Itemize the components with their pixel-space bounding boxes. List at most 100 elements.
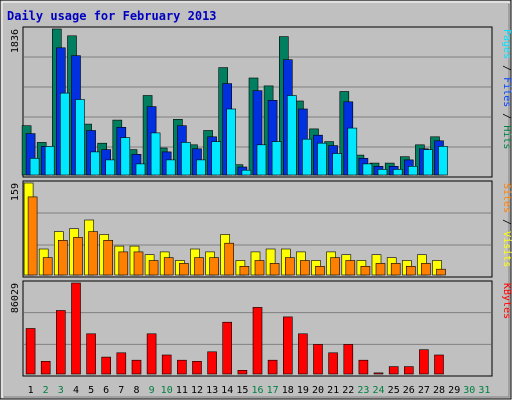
- panel-visits-sites: 159 Sites / Visits: [10, 180, 512, 278]
- bar-sites-day-6: [103, 240, 113, 276]
- bar-kbytes-day-3: [55, 310, 66, 375]
- bar-sites-day-25: [390, 263, 401, 276]
- bar-pages-day-13: [211, 141, 221, 176]
- bar-sites-day-27: [421, 263, 431, 276]
- y-max-label: 159: [10, 183, 21, 201]
- x-tick-label-3: 3: [58, 385, 64, 396]
- bar-pages-day-21: [332, 153, 342, 176]
- bar-pages-day-1: [29, 158, 40, 176]
- x-tick-label-27: 27: [418, 385, 430, 396]
- bar-pages-day-3: [59, 92, 70, 176]
- bar-sites-day-5: [88, 231, 98, 276]
- bar-sites-day-12: [194, 257, 204, 276]
- bar-sites-day-1: [27, 196, 38, 276]
- bar-kbytes-day-19: [298, 333, 308, 375]
- bar-pages-day-27: [423, 149, 433, 176]
- bar-kbytes-day-25: [388, 366, 399, 375]
- series-pages: [29, 92, 448, 176]
- bar-kbytes-day-10: [161, 354, 172, 375]
- legend-entry: Pages: [501, 29, 512, 59]
- bar-kbytes-day-24: [373, 372, 384, 375]
- x-tick-label-12: 12: [191, 385, 203, 396]
- bar-kbytes-day-4: [71, 282, 81, 375]
- bar-kbytes-day-11: [177, 359, 187, 375]
- x-tick-label-16: 16: [251, 385, 263, 396]
- x-tick-label-23: 23: [357, 385, 369, 396]
- x-tick-label-21: 21: [327, 385, 339, 396]
- bar-pages-day-16: [256, 144, 267, 176]
- bar-pages-day-18: [286, 95, 297, 176]
- x-tick-label-2: 2: [43, 385, 49, 396]
- bar-kbytes-day-28: [434, 354, 444, 375]
- panel-hits-files-pages: 1836 Pages / Files / Hits: [10, 26, 512, 178]
- x-tick-label-14: 14: [221, 385, 233, 396]
- bar-kbytes-day-5: [86, 333, 96, 375]
- bar-sites-day-20: [315, 265, 325, 276]
- bar-pages-day-12: [196, 159, 206, 176]
- bar-kbytes-day-14: [222, 321, 232, 375]
- bar-kbytes-day-21: [328, 352, 338, 375]
- legend-hits-files-pages: Pages / Files / Hits: [501, 29, 512, 149]
- bar-kbytes-day-16: [252, 307, 263, 375]
- bar-pages-day-15: [241, 169, 252, 176]
- x-tick-label-25: 25: [388, 385, 400, 396]
- bar-pages-day-24: [377, 169, 388, 176]
- bar-pages-day-9: [150, 132, 161, 176]
- x-tick-label-24: 24: [372, 385, 384, 396]
- x-tick-label-15: 15: [236, 385, 248, 396]
- bar-pages-day-5: [90, 151, 100, 176]
- x-tick-label-22: 22: [342, 385, 354, 396]
- legend-entry: KBytes: [501, 283, 512, 319]
- bar-pages-day-4: [75, 99, 85, 176]
- x-tick-label-11: 11: [176, 385, 188, 396]
- legend-entry: Hits: [501, 125, 512, 149]
- bar-kbytes-day-23: [358, 359, 369, 375]
- x-axis-labels: 1 2 3 4 5 6 7 8 9 10 11 12 13 14 15 16 17 18 19 20 21 22 23 24 2…: [28, 385, 491, 396]
- x-tick-label-8: 8: [133, 385, 139, 396]
- x-tick-label-30: 30: [463, 385, 475, 396]
- x-tick-label-19: 19: [297, 385, 309, 396]
- legend-entry: Files: [501, 77, 512, 107]
- bar-sites-day-14: [224, 242, 234, 276]
- x-tick-label-1: 1: [28, 385, 34, 396]
- bar-kbytes-day-20: [313, 344, 323, 375]
- legend-kbytes: KBytes: [501, 283, 512, 319]
- x-tick-label-20: 20: [312, 385, 324, 396]
- bar-kbytes-day-27: [419, 349, 429, 375]
- legend-entry: Sites: [501, 183, 512, 213]
- bar-kbytes-day-13: [207, 351, 217, 375]
- legend-entry: /: [501, 59, 512, 77]
- bar-kbytes-day-22: [343, 344, 354, 375]
- x-tick-label-29: 29: [448, 385, 460, 396]
- x-tick-label-9: 9: [149, 385, 155, 396]
- x-tick-label-4: 4: [73, 385, 79, 396]
- bar-kbytes-day-15: [237, 369, 248, 375]
- bar-sites-day-16: [254, 260, 265, 276]
- bar-sites-day-2: [42, 257, 53, 276]
- bar-pages-day-22: [347, 127, 358, 176]
- bar-sites-day-19: [300, 260, 310, 276]
- x-tick-label-26: 26: [403, 385, 415, 396]
- bar-sites-day-13: [209, 257, 219, 276]
- bar-pages-day-28: [438, 146, 448, 176]
- x-tick-label-10: 10: [161, 385, 173, 396]
- x-tick-label-31: 31: [478, 385, 490, 396]
- bar-sites-day-15: [239, 265, 250, 276]
- y-max-label: 86029: [10, 283, 21, 313]
- panel-kbytes: 86029 KBytes: [10, 280, 512, 377]
- bar-pages-day-17: [271, 141, 282, 176]
- bar-kbytes-day-12: [192, 360, 202, 375]
- bar-pages-day-19: [302, 138, 312, 176]
- bar-sites-day-22: [345, 260, 356, 276]
- bar-pages-day-20: [317, 142, 327, 176]
- bar-pages-day-23: [362, 163, 373, 176]
- bar-kbytes-day-6: [101, 356, 111, 375]
- bar-kbytes-day-26: [403, 366, 414, 375]
- series-kbytes: [25, 282, 444, 375]
- bar-pages-day-26: [407, 166, 418, 176]
- bar-pages-day-6: [105, 159, 115, 176]
- bar-sites-day-23: [360, 265, 371, 276]
- legend-visits-sites: Sites / Visits: [501, 183, 512, 267]
- bar-sites-day-24: [375, 263, 386, 276]
